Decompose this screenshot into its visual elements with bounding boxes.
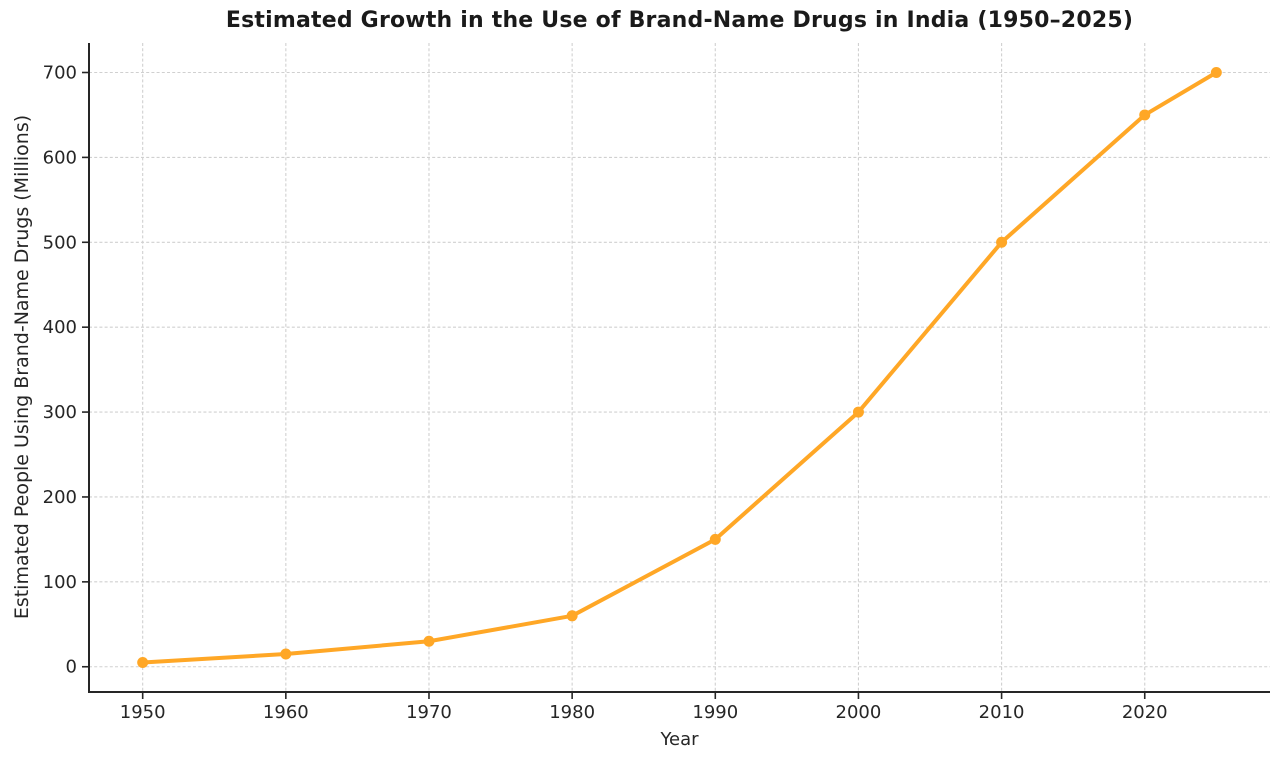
y-tick-label: 300 bbox=[43, 402, 77, 423]
y-tick-label: 500 bbox=[43, 232, 77, 253]
x-tick-label: 1990 bbox=[692, 702, 738, 723]
data-point-marker bbox=[280, 648, 292, 660]
y-tick-label: 0 bbox=[66, 657, 77, 678]
data-point-marker bbox=[852, 406, 864, 418]
x-tick-label: 2000 bbox=[836, 702, 882, 723]
y-tick-label: 600 bbox=[43, 147, 77, 168]
x-tick-label: 1970 bbox=[406, 702, 452, 723]
data-point-marker bbox=[137, 657, 149, 668]
y-tick-label: 400 bbox=[43, 317, 77, 338]
x-tick-label: 2010 bbox=[979, 702, 1025, 723]
data-point-marker bbox=[709, 533, 721, 545]
x-tick-label: 2020 bbox=[1122, 702, 1168, 723]
y-tick-label: 200 bbox=[43, 487, 77, 508]
data-line bbox=[140, 70, 1219, 665]
data-point-marker bbox=[566, 610, 578, 622]
y-tick-label: 700 bbox=[43, 63, 77, 84]
data-point-marker bbox=[996, 236, 1008, 248]
x-tick-label: 1950 bbox=[120, 702, 166, 723]
x-tick-label: 1960 bbox=[263, 702, 309, 723]
chart-title: Estimated Growth in the Use of Brand-Nam… bbox=[225, 8, 1134, 33]
data-point-marker bbox=[1210, 67, 1222, 78]
y-axis-label: Estimated People Using Brand-Name Drugs … bbox=[11, 114, 33, 620]
x-axis-label: Year bbox=[660, 729, 699, 750]
data-point-marker bbox=[1139, 109, 1151, 121]
data-point-marker bbox=[423, 635, 435, 647]
y-tick-label: 100 bbox=[43, 572, 77, 593]
x-tick-label: 1980 bbox=[549, 702, 595, 723]
